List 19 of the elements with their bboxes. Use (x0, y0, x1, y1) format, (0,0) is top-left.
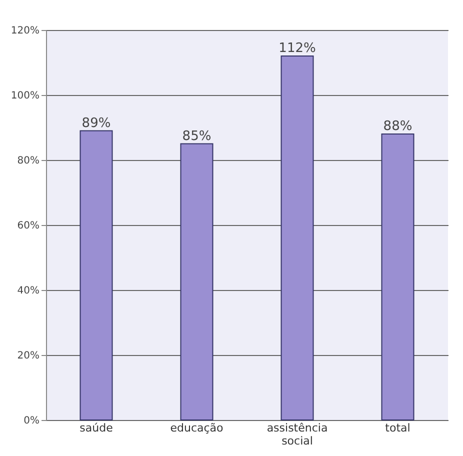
bar (80, 130, 113, 420)
data-label: 89% (82, 116, 111, 131)
y-tick-label: 100% (10, 90, 40, 102)
bar (381, 134, 414, 420)
data-label: 112% (278, 41, 316, 56)
y-tick-label: 40% (17, 286, 40, 296)
x-tick-label: total (385, 422, 410, 434)
data-label: 88% (383, 119, 412, 134)
y-tick-label: 80% (17, 156, 40, 166)
x-tick-label: educação (170, 422, 224, 434)
x-tick-label: saúde (80, 422, 114, 434)
y-tick-label: 0% (24, 416, 40, 426)
bar (280, 56, 314, 420)
y-tick-label: 20% (17, 350, 40, 362)
bar (180, 143, 214, 420)
data-label: 85% (182, 128, 212, 144)
x-tick-label: assistência social (266, 422, 328, 448)
y-tick-label: 120% (10, 26, 40, 36)
y-tick-label: 60% (17, 220, 40, 232)
